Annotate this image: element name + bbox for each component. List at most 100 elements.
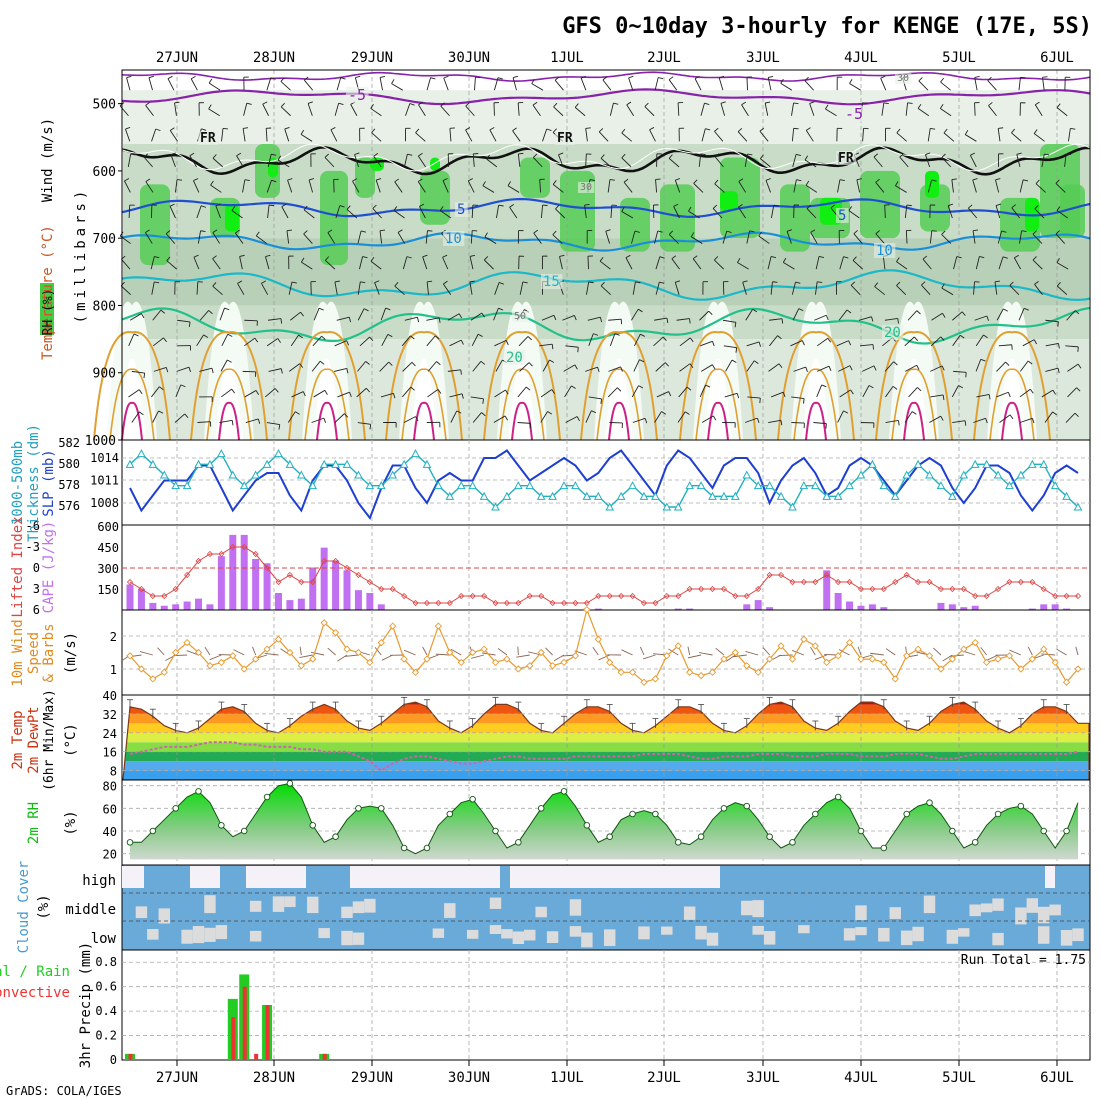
wind-barb (998, 344, 1012, 347)
wind-speed-point (229, 652, 237, 660)
wind-barb (927, 128, 931, 142)
wind-speed-point (480, 645, 488, 653)
wind-barb-flag (1023, 307, 1029, 311)
wind-barb (673, 206, 680, 219)
wind-barb-flag (360, 281, 366, 284)
wind-barb (621, 211, 634, 219)
wind-barb-flag (988, 102, 993, 106)
wind-barb (519, 281, 524, 295)
wind-barb-flag (856, 178, 862, 181)
wind-barb (1041, 389, 1054, 398)
wind-barb-10m (687, 654, 702, 659)
thickness-point (411, 449, 420, 458)
wind-barb-flag (686, 386, 692, 391)
wind-barb (714, 259, 725, 270)
wind-barb (359, 256, 364, 270)
wind-barb (373, 156, 382, 168)
cape-bar (594, 608, 602, 610)
wind-barb (973, 417, 986, 423)
wind-barb-flag (262, 101, 268, 105)
wind-barb-flag (972, 229, 979, 232)
wind-barb-flag (741, 101, 747, 106)
thickness-point (434, 481, 443, 490)
wind-speed-point (880, 658, 888, 667)
wind-barb (1055, 233, 1066, 244)
lifted-index-point (937, 585, 945, 593)
cape-bar (286, 600, 294, 610)
wind-barb-flag (970, 152, 976, 156)
cloud-middle-gap (341, 906, 353, 919)
thickness-point (399, 459, 409, 468)
wind-barb (422, 256, 428, 270)
wind-barb (668, 79, 678, 91)
wind-speed-point (252, 655, 260, 663)
wind-barb (532, 157, 543, 168)
wind-barb-flag (1032, 230, 1037, 235)
wind-barb (655, 362, 666, 372)
wind-barb-flag (806, 204, 811, 209)
wind-barb (701, 128, 706, 142)
wind-barb (917, 107, 930, 117)
wind-barb (312, 335, 322, 347)
rh2m-point (469, 796, 476, 803)
wind-barb (337, 391, 350, 398)
wind-barb-10m (810, 646, 816, 656)
rh2m-point (286, 780, 294, 787)
precip-convective-bar (265, 1005, 270, 1060)
wind-barb-flag (323, 417, 327, 423)
cape-bar (343, 570, 351, 610)
wind-barb-flag (621, 128, 626, 134)
cloud-low-gap (318, 928, 330, 939)
wind-barb (151, 128, 157, 142)
wind-barb-flag (827, 337, 832, 343)
wind-barb-flag (806, 127, 811, 131)
wind-barb (1064, 153, 1067, 167)
wind-barb (219, 419, 233, 423)
lifted-index-point (1006, 578, 1013, 586)
slp-tick-label: 1011 (90, 474, 119, 488)
wind-barb (621, 132, 633, 142)
wind-barb-flag (576, 416, 580, 422)
cloud-middle-gap (489, 897, 502, 909)
wind-barb (404, 316, 418, 321)
wind-speed-point (960, 645, 968, 653)
wind-barb-flag (169, 203, 175, 207)
lifted-index-point (994, 585, 1002, 593)
wind-barb-flag (765, 178, 771, 181)
wind-barb (632, 281, 636, 295)
wind-barb-flag (422, 254, 428, 258)
lifted-index-point (1017, 578, 1024, 586)
wind-barb-flag (360, 230, 367, 233)
wind-barb (517, 102, 520, 116)
temp-contour-30 (1001, 401, 1023, 441)
wind-barb-flag (163, 337, 167, 343)
wind-barb (1019, 230, 1023, 244)
temp-ylabel-4: (°C) (63, 723, 79, 757)
wind-barb (193, 256, 200, 270)
wind-speed-point (1017, 665, 1025, 673)
wind-barb-flag (167, 75, 173, 80)
wind-speed-point (160, 668, 168, 676)
wind-barb-10m (745, 651, 759, 656)
wind-barb-flag (130, 153, 136, 156)
bottom-date-label: 5JUL (942, 1070, 976, 1086)
rh2m-point (720, 805, 728, 812)
wind-barb-flag (705, 384, 711, 388)
wind-barb (746, 341, 760, 347)
wind-barb (334, 413, 345, 423)
wind-barb (905, 102, 909, 116)
cloud-low-gap (604, 929, 616, 946)
top-date-label: 29JUN (351, 50, 393, 66)
thickness-point (970, 459, 980, 468)
lifted-index-point (892, 578, 899, 586)
lifted-index-point (218, 550, 225, 558)
wind-barb-flag (801, 340, 805, 346)
wind-barb-flag (662, 336, 667, 342)
wind-barb-flag (719, 75, 725, 79)
rh2m-point (355, 805, 362, 812)
wind-barb-flag (200, 230, 206, 233)
cloud-level-label: high (82, 873, 116, 889)
wind-barb-flag (387, 333, 393, 338)
wind-barb (553, 106, 564, 117)
wind-barb-flag (1016, 152, 1022, 155)
